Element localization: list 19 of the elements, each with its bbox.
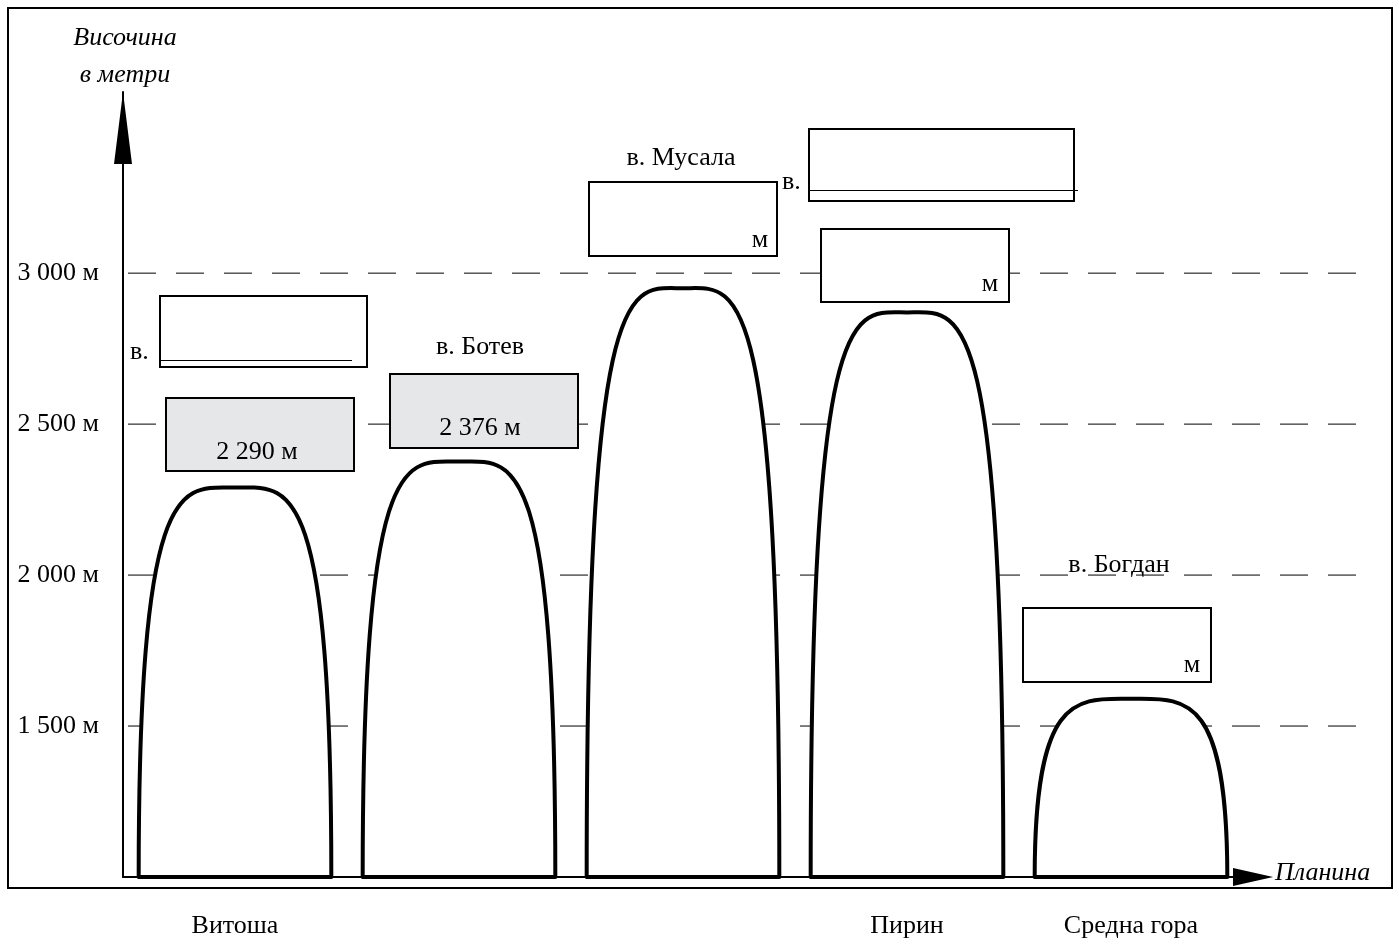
annotation: в. Мусала — [626, 142, 736, 172]
annotation: м — [1183, 649, 1201, 679]
y-tick-label: 2 500 м — [17, 407, 99, 437]
annotation: м — [981, 268, 999, 298]
annotation: м — [751, 224, 769, 254]
x-tick-label: Пирин — [870, 910, 944, 940]
annotation: в. Ботев — [435, 331, 525, 361]
annotation: в. Богдан — [1068, 549, 1170, 579]
y-tick-label: 3 000 м — [17, 256, 99, 286]
annotation: в. — [782, 166, 801, 196]
x-tick-label: Средна гора — [1063, 910, 1199, 940]
y-tick-label: 2 000 м — [17, 558, 99, 588]
x-tick-label: Витоша — [191, 910, 279, 940]
x-axis-title: Планина — [1274, 856, 1371, 886]
y-tick-label: 1 500 м — [17, 709, 99, 739]
y-axis-title: Височина в метри — [73, 22, 177, 88]
data-label: 2 376 м — [439, 412, 521, 442]
annotation: в. — [130, 336, 149, 366]
data-label: 2 290 м — [216, 436, 298, 466]
